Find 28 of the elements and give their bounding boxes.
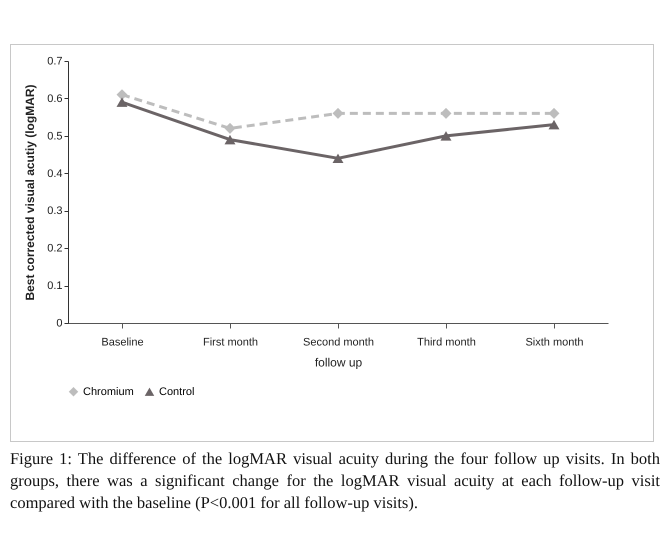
y-tick-label: 0.4 [47, 168, 62, 180]
y-tick-label: 0.3 [47, 205, 62, 218]
legend-label: Control [159, 386, 194, 398]
point [440, 131, 452, 141]
point [116, 97, 128, 107]
x-tick-label: First month [202, 336, 258, 348]
x-tick-label: Baseline [101, 336, 144, 348]
point [224, 134, 236, 144]
point [224, 122, 236, 134]
x-tick-label: Second month [303, 336, 374, 348]
y-tick-label: 0.2 [47, 242, 62, 255]
caption: Figure 1: The difference of the logMAR visual acuity during the four follow up visits. In both groups, there was a significant change for the logMAR visual acuity at each follow-up visit compared with the baseline (P<0.001 for all follow-up visits). [10, 448, 660, 514]
point [440, 108, 452, 119]
point [548, 108, 560, 119]
y-tick-label: 0.1 [47, 280, 62, 292]
point [548, 120, 560, 130]
point [332, 154, 344, 164]
point [332, 108, 344, 119]
y-tick-label: 0.5 [47, 130, 62, 142]
y-axis-title: Best corrected visual acutiy (logMAR) [23, 84, 38, 301]
x-tick-label: Sixth month [525, 336, 584, 348]
y-tick-label: 0.7 [47, 56, 62, 68]
y-tick-label: 0 [56, 318, 62, 330]
y-tick-label: 0.6 [47, 92, 62, 105]
point [116, 89, 128, 100]
legend-label: Chromium [83, 386, 134, 398]
x-tick-label: Third month [417, 336, 476, 348]
x-axis-title: follow up [314, 356, 362, 370]
